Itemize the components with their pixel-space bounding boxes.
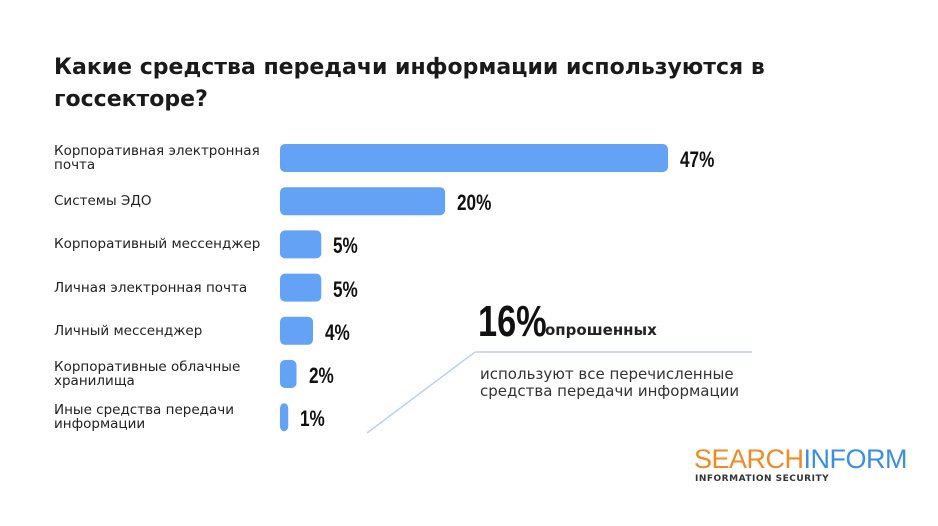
bar — [280, 187, 446, 216]
value-label: 5% — [333, 276, 359, 302]
chart-title: Какие средства передачи информации испол… — [54, 55, 765, 112]
callout-text: опрошенных — [545, 321, 657, 339]
category-label: Иные средства передачи информации — [54, 402, 234, 433]
category-label: Корпоративная электронная почта — [54, 143, 260, 173]
bar — [280, 144, 668, 172]
category-label: Личная электронная почта — [54, 279, 248, 296]
value-label: 47% — [680, 147, 715, 172]
callout-value: 16% — [478, 297, 547, 346]
category-label: Системы ЭДО — [54, 193, 152, 210]
callout-subtext: используют все перечисленные средства пе… — [480, 365, 740, 400]
bar — [280, 273, 322, 302]
logo-part: SEARCH — [694, 444, 804, 474]
value-label: 4% — [325, 319, 350, 345]
logo-tagline: INFORMATION SECURITY — [695, 474, 830, 484]
bar — [280, 230, 322, 259]
value-label: 20% — [457, 190, 492, 216]
bar — [280, 403, 289, 432]
category-label: Корпоративный мессенджер — [54, 236, 261, 253]
value-label: 5% — [333, 233, 359, 259]
bar — [280, 316, 314, 345]
logo-part: INFORM — [803, 444, 908, 474]
callout-pointer — [366, 351, 476, 434]
value-label: 2% — [308, 363, 334, 388]
category-label: Корпоративные облачные хранилища — [54, 359, 241, 389]
logo: SEARCHINFORM — [694, 444, 908, 475]
category-label: Личный мессенджер — [54, 322, 203, 339]
value-label: 1% — [300, 406, 326, 432]
bar — [280, 360, 297, 388]
